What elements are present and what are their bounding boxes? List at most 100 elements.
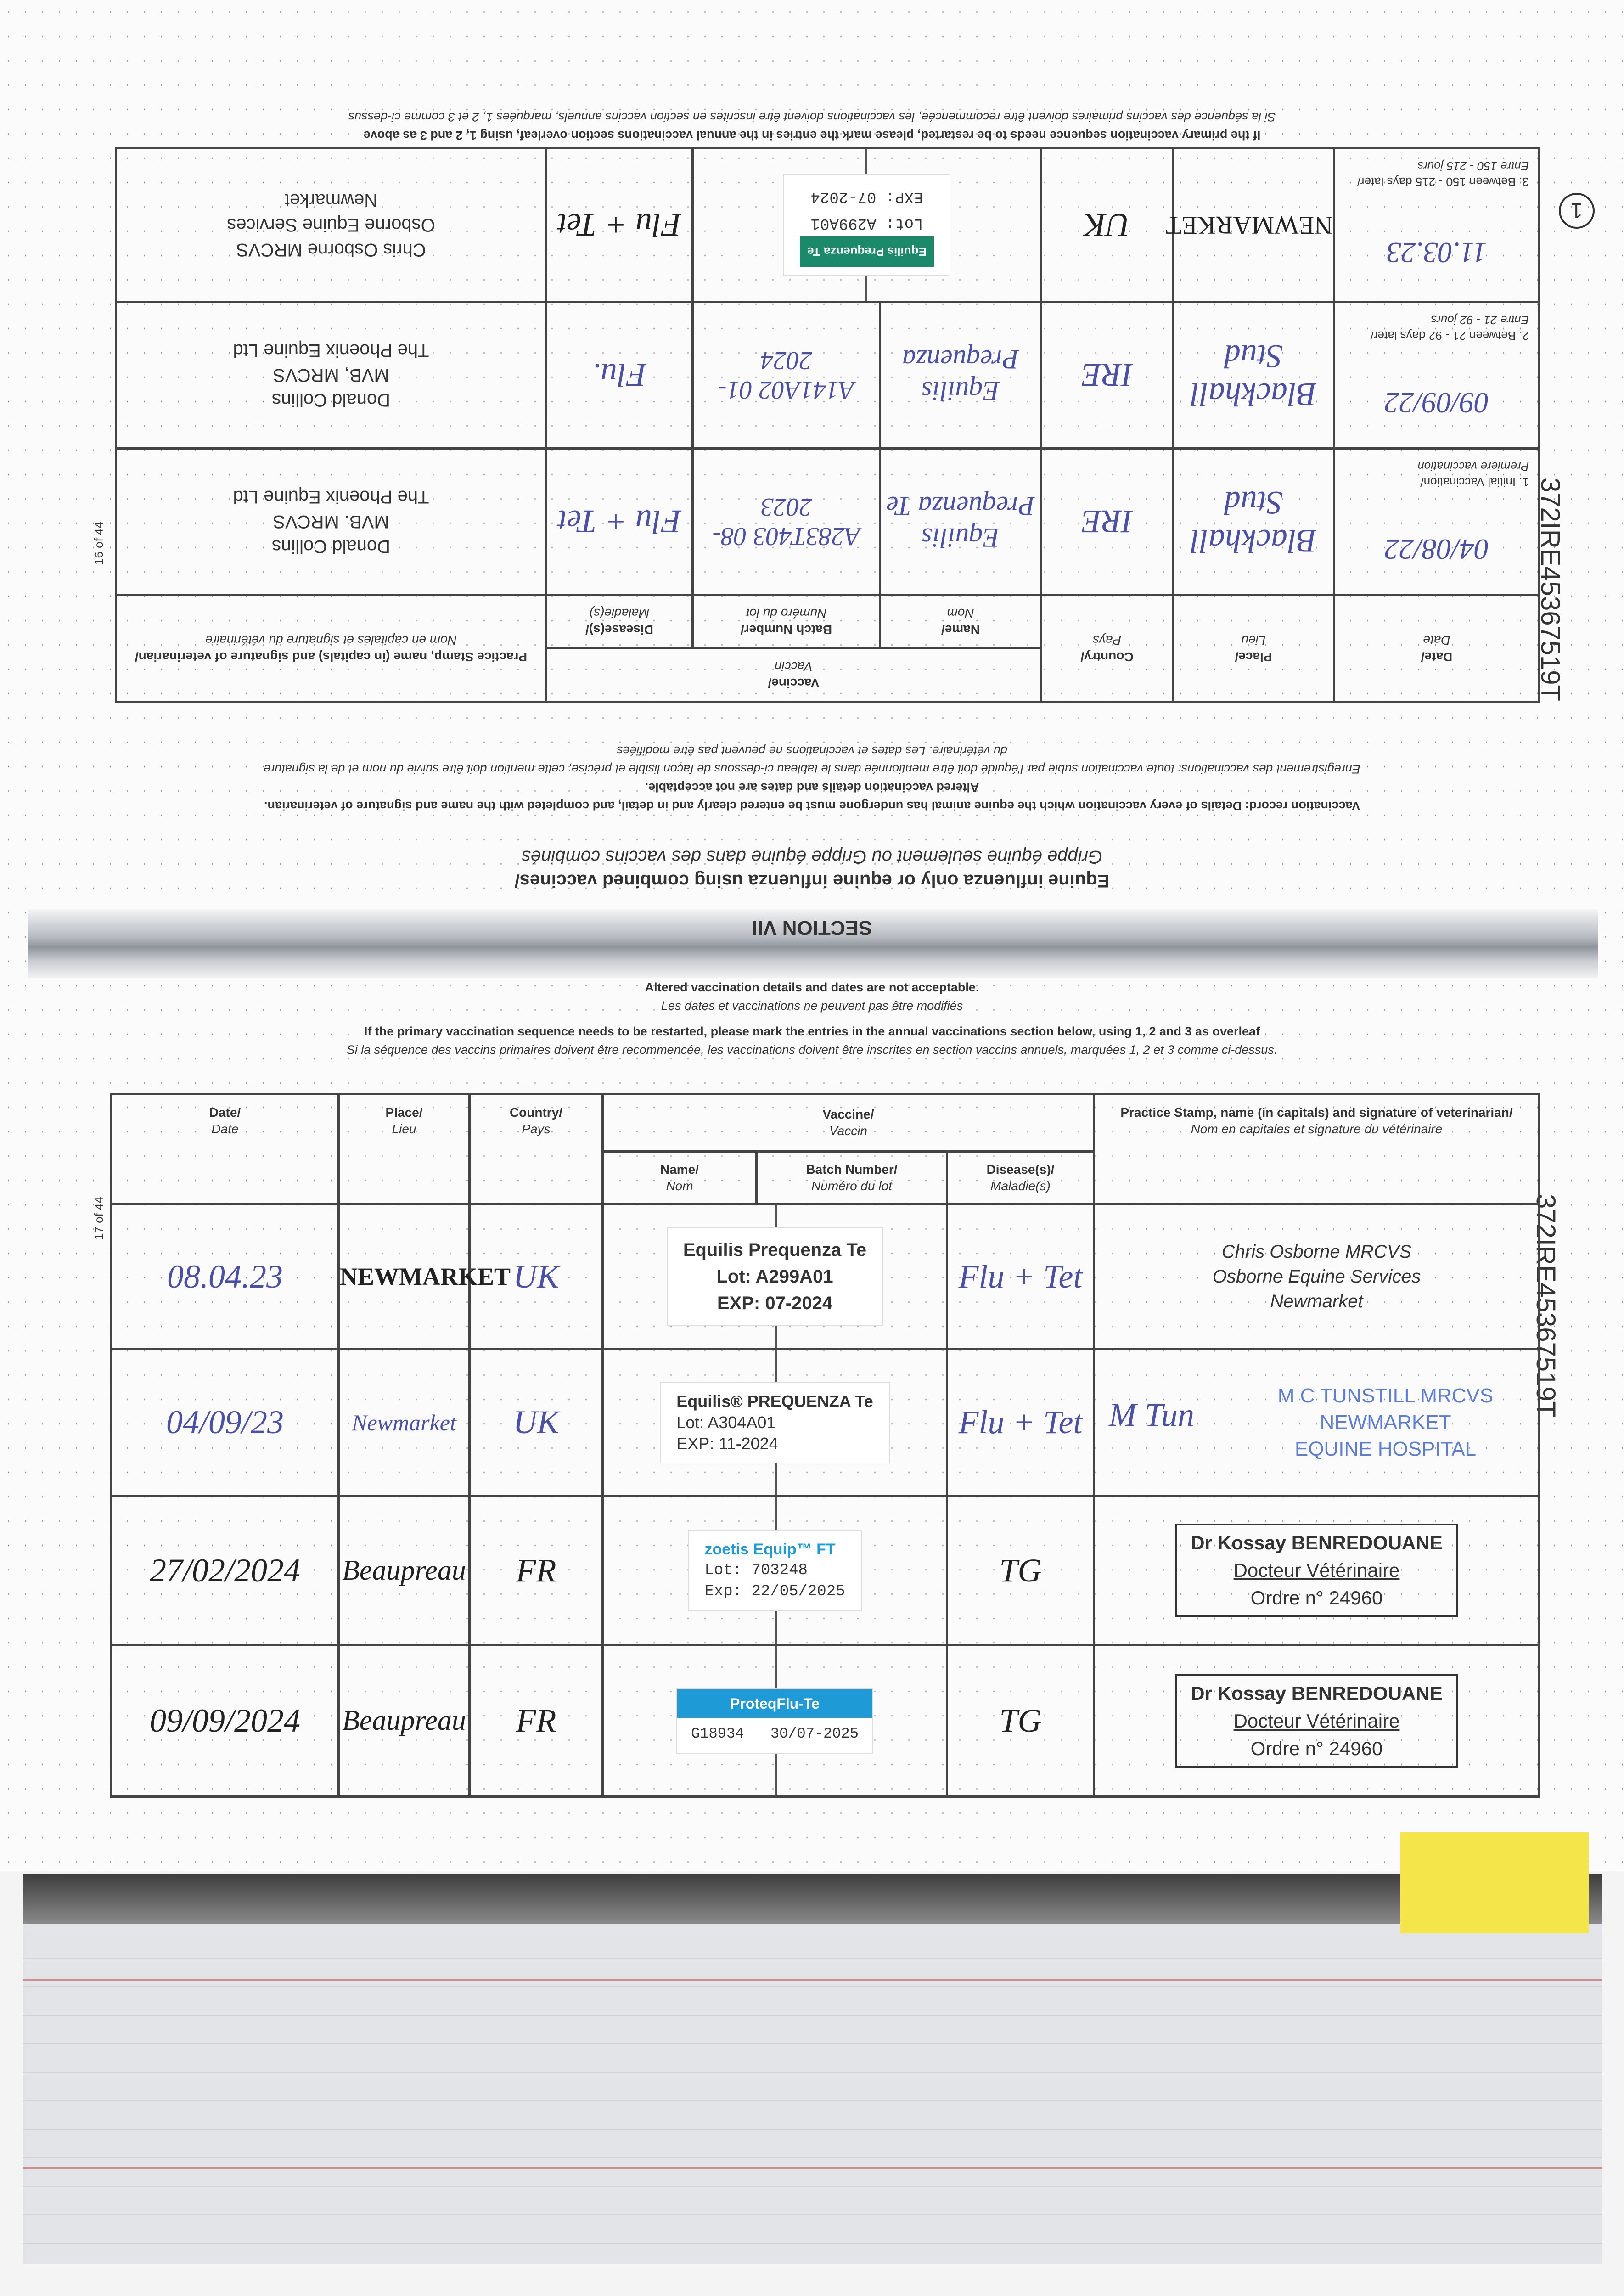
vet-stamp: Dr Kossay BENREDOUANE Docteur Vétérinaire… (1093, 1644, 1540, 1798)
table-row: 27/02/2024 Beaupreau FR zoetis Equip™ FT… (110, 1495, 1540, 1646)
disease-cell: TG (946, 1495, 1095, 1646)
place-cell: Blackhall Stud (1173, 448, 1334, 595)
section-heading: Equine influenza only or equine influenz… (514, 847, 1110, 891)
background-pages (23, 1874, 1602, 2264)
vet-stamp: Chris Osborne MRCVS Osborne Equine Servic… (116, 148, 546, 302)
vet-stamp: Dr Kossay BENREDOUANE Docteur Vétérinaire… (1093, 1495, 1540, 1646)
country-cell: IRE (1041, 302, 1173, 449)
vet-stamp: Donald Collins MVB. MRCVS The Phoenix Equi… (116, 448, 546, 595)
header-batch: Batch Number/Numéro du lot (755, 1150, 948, 1205)
header-country: Country/Pays (1041, 595, 1173, 702)
place-cell: NEWMARKET (337, 1203, 511, 1350)
place-cell: Blackhall Stud (1173, 302, 1334, 449)
note-line: Altered vaccination details and dates ar… (645, 980, 979, 994)
top-note-fr: Si la séquence des vaccins primaires doi… (348, 110, 1276, 124)
note-line: If the primary vaccination sequence need… (364, 1024, 1260, 1038)
page-edge-shadow (23, 1874, 1602, 1924)
vaccine-name-cell: Equilis Prequenza Te (880, 448, 1041, 595)
signature: M Tun (1109, 1396, 1195, 1433)
lower-page-number: 17 of 44 (92, 1197, 106, 1240)
date-cell: 09/09/2024 (110, 1644, 340, 1798)
instruction-line: Altered vaccination details and dates ar… (645, 781, 979, 794)
vet-stamp: Donald Collins MVB, MRCVS The Phoenix Equi… (116, 302, 546, 449)
batch-cell: A141A02 01-2024 (692, 302, 880, 449)
place-cell: Beaupreau (337, 1644, 471, 1798)
table-row: 1. Initial Vaccination/Premiere vaccinat… (116, 448, 1540, 595)
disease-cell: Flu + Tet (946, 1348, 1095, 1497)
header-country: Country/Pays (468, 1093, 604, 1205)
date-cell: 3. Between 150 - 215 days later/Entre 15… (1334, 148, 1540, 302)
disease-cell: Flu + Tet (946, 1203, 1095, 1350)
country-cell: UK (468, 1203, 604, 1350)
vaccine-sticker: zoetis Equip™ FT Lot: 703248 Exp: 22/05/20… (689, 1531, 861, 1610)
vaccine-sticker-cell: Equilis Prequenza Te Lot: A299A01 EXP: 07-… (601, 1203, 948, 1350)
lower-vaccination-table: Date/Date Place/Lieu Country/Pays Vaccin… (110, 1093, 1540, 1798)
table-row: 04/09/23 Newmarket UK Equilis® PREQUENZA… (110, 1348, 1540, 1497)
upper-top-note: If the primary vaccination sequence need… (0, 108, 1624, 145)
table-row: 2. Between 21 - 92 days later/Entre 21 -… (116, 302, 1540, 449)
instruction-line: du vétérinaire. Les dates et vaccination… (617, 744, 1008, 758)
date-cell: 27/02/2024 (110, 1495, 340, 1646)
note-line: Si la séquence des vaccins primaires doi… (346, 1043, 1278, 1057)
circled-number: 1 (1559, 193, 1595, 229)
header-disease: Disease(s)/Maladie(s) (946, 1150, 1095, 1205)
instruction-line: Vaccination record: Details of every vac… (264, 799, 1360, 813)
header-disease: Disease(s)/Maladie(s) (546, 595, 693, 648)
header-row: Date/Date Place/Lieu Country/Pays Vaccin… (116, 595, 1540, 702)
disease-cell: Flu. (546, 302, 693, 449)
country-cell: FR (468, 1495, 604, 1646)
header-place: Place/Lieu (337, 1093, 471, 1205)
upper-vaccination-table: Date/Date Place/Lieu Country/Pays Vaccin… (115, 147, 1540, 703)
date-cell: 04/09/23 (110, 1348, 340, 1497)
header-date: Date/Date (110, 1093, 340, 1205)
vaccine-sticker: Equilis® PREQUENZA Te Lot: A304A01 EXP: 11… (661, 1382, 889, 1463)
date-cell: 2. Between 21 - 92 days later/Entre 21 -… (1334, 302, 1540, 449)
header-batch: Batch Number/Numéro du lot (692, 595, 880, 648)
vet-stamp: Chris Osborne MRCVS Osborne Equine Servic… (1093, 1203, 1540, 1350)
ruled-line (23, 1979, 1602, 1981)
instruction-line: Enregistrement des vaccinations: toute v… (264, 762, 1360, 776)
header-place: Place/Lieu (1173, 595, 1334, 702)
lower-notes: Altered vaccination details and dates ar… (0, 978, 1624, 1059)
disease-cell: TG (946, 1644, 1095, 1798)
country-cell: UK (468, 1348, 604, 1497)
country-cell: FR (468, 1644, 604, 1798)
upper-page-number: 16 of 44 (92, 522, 106, 565)
header-date: Date/Date (1334, 595, 1540, 702)
upper-instructions: Vaccination record: Details of every vac… (0, 742, 1624, 815)
vaccine-sticker-cell: Equilis® PREQUENZA Te Lot: A304A01 EXP: 11… (601, 1348, 948, 1497)
header-name: Name/Nom (880, 595, 1041, 648)
vet-stamp: M Tun M C TUNSTILL MRCVS NEWMARKET EQUINE … (1093, 1348, 1540, 1497)
place-cell: NEWMARKET (1166, 148, 1334, 302)
country-cell: IRE (1041, 448, 1173, 595)
vaccine-sticker-cell: zoetis Equip™ FT Lot: 703248 Exp: 22/05/20… (601, 1495, 948, 1646)
header-stamp: Practice Stamp, name (in capitals) and s… (116, 595, 546, 702)
disease-cell: Flu + Tet (546, 148, 693, 302)
date-cell: 08.04.23 (110, 1203, 340, 1350)
top-note-en: If the primary vaccination sequence need… (363, 129, 1261, 142)
vaccine-sticker-cell: ProteqFlu-Te G18934 30/07-2025 (601, 1644, 948, 1798)
batch-cell: A283T403 08-2023 (692, 448, 880, 595)
vaccine-sticker-cell: Equilis Prequenza Te Lot: A299A01 EXP: 0… (692, 148, 1041, 302)
place-cell: Newmarket (337, 1348, 471, 1497)
header-vaccine: Vaccine/Vaccin (546, 647, 1041, 702)
vaccine-sticker: Equilis Prequenza Te Lot: A299A01 EXP: 07-… (667, 1228, 882, 1325)
table-row: 08.04.23 NEWMARKET UK Equilis Prequenza … (110, 1203, 1540, 1350)
section-title: SECTION VII (752, 917, 872, 939)
table-row: 3. Between 150 - 215 days later/Entre 15… (116, 148, 1540, 302)
sticky-note (1400, 1832, 1589, 1933)
table-row: 09/09/2024 Beaupreau FR ProteqFlu-Te G18… (110, 1644, 1540, 1798)
vaccine-name-cell: Equilis Prequenza (880, 302, 1041, 449)
place-cell: Beaupreau (337, 1495, 471, 1646)
note-line: Les dates et vaccinations ne peuvent pas… (661, 999, 963, 1013)
ruled-line (23, 2167, 1602, 2169)
header-vaccine: Vaccine/Vaccin (601, 1093, 1095, 1153)
header-stamp: Practice Stamp, name (in capitals) and s… (1093, 1093, 1540, 1205)
date-cell: 1. Initial Vaccination/Premiere vaccinat… (1334, 448, 1540, 595)
header-name: Name/Nom (601, 1150, 758, 1205)
country-cell: UK (1041, 148, 1173, 302)
disease-cell: Flu + Tet (546, 448, 693, 595)
vaccine-sticker: ProteqFlu-Te G18934 30/07-2025 (677, 1689, 872, 1753)
book-gutter (28, 909, 1598, 978)
vaccine-sticker: Equilis Prequenza Te Lot: A299A01 EXP: 0… (784, 175, 950, 275)
